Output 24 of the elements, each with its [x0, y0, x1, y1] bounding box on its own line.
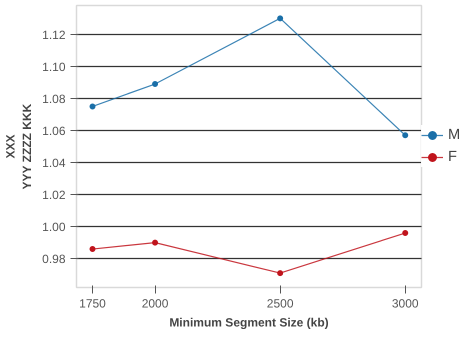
y-tick-label: 1.10	[42, 60, 66, 74]
point	[277, 15, 284, 22]
y-tick-label: 1.08	[42, 92, 66, 106]
y-tick-label: 1.12	[42, 28, 66, 42]
legend-label: F	[448, 149, 458, 165]
y-tick-label: 1.00	[42, 220, 66, 234]
x-tick-label: 1750	[79, 296, 106, 310]
legend-label: M	[448, 127, 462, 143]
point	[152, 81, 158, 88]
point	[90, 246, 96, 252]
y-tick-label: 0.98	[42, 252, 66, 266]
point	[402, 230, 408, 236]
point	[152, 240, 158, 246]
y-tick-label: 1.04	[42, 156, 66, 170]
y-tick-label: 1.02	[42, 188, 66, 202]
y-tick-label: 1.06	[42, 124, 66, 138]
y-axis-title: XXX YYY ZZZZ KKK	[3, 103, 34, 190]
x-axis-title: Minimum Segment Size (kb)	[169, 316, 329, 330]
point	[277, 270, 284, 276]
x-tick-label: 3000	[392, 296, 419, 310]
point	[402, 132, 408, 138]
x-tick-label: 2000	[142, 296, 169, 310]
x-tick-label: 2500	[266, 296, 294, 310]
point	[90, 103, 96, 110]
